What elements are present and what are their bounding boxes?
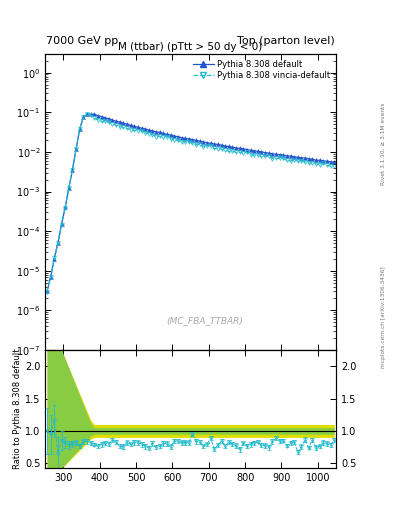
Title: M (ttbar) (pTtt > 50 dy < 0): M (ttbar) (pTtt > 50 dy < 0) xyxy=(118,41,263,52)
Text: 7000 GeV pp: 7000 GeV pp xyxy=(46,36,119,46)
Text: (MC_FBA_TTBAR): (MC_FBA_TTBAR) xyxy=(167,316,244,325)
Text: Rivet 3.1.10, ≥ 3.1M events: Rivet 3.1.10, ≥ 3.1M events xyxy=(381,102,386,184)
Y-axis label: Ratio to Pythia 8.308 default: Ratio to Pythia 8.308 default xyxy=(13,349,22,470)
Text: Top (parton level): Top (parton level) xyxy=(237,36,335,46)
Text: mcplots.cern.ch [arXiv:1306.3436]: mcplots.cern.ch [arXiv:1306.3436] xyxy=(381,267,386,368)
Legend: Pythia 8.308 default, Pythia 8.308 vincia-default: Pythia 8.308 default, Pythia 8.308 vinci… xyxy=(191,58,332,82)
